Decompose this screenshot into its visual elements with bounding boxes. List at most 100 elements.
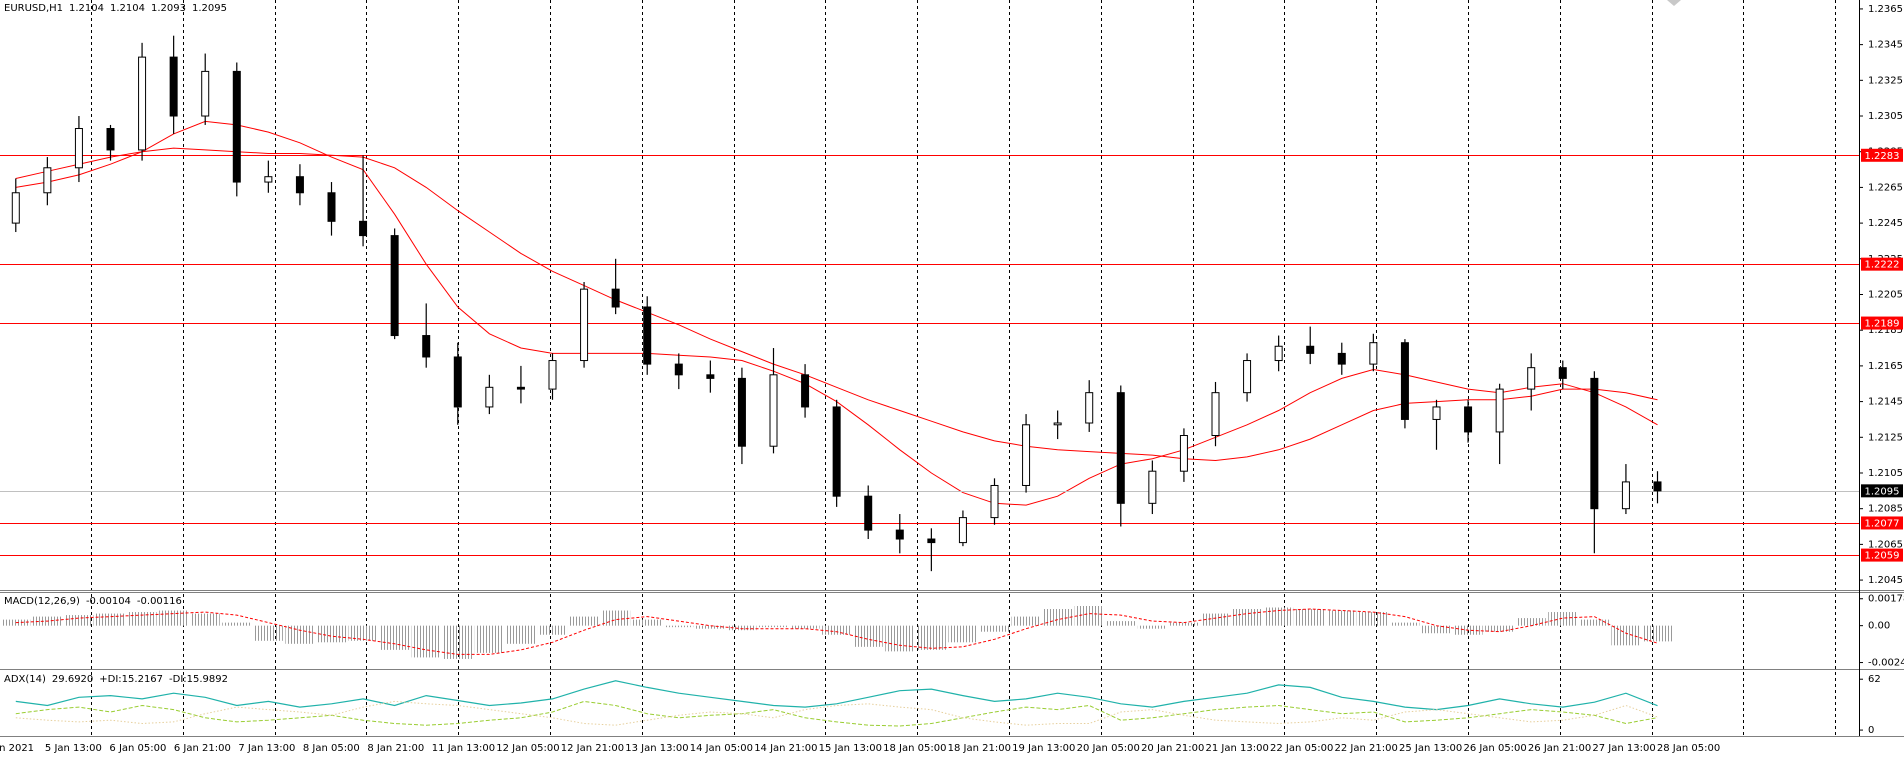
pane-title: EURUSD,H1 [4,3,63,14]
candle-body [1621,481,1630,510]
macd-bar [1642,625,1673,642]
candle-body [990,484,999,519]
pane-header: ADX(14) 29.6920 +DI:15.2167 -DI:15.9892 [4,674,228,685]
candle-body [43,167,52,194]
y-tick-label: 1.2185 [1868,325,1903,336]
x-tick-label: 28 Jan 05:00 [1657,743,1720,754]
level-label: 1.2222 [1865,260,1900,271]
y-tick-label: 1.2045 [1868,575,1903,586]
candle-body [1148,470,1157,504]
y-tick-label: 1.2065 [1868,539,1903,550]
macd-bar [1,619,31,626]
candle-body [1400,342,1409,420]
readout-value: -DI:15.9892 [169,674,228,685]
candle-body [138,56,147,151]
macd-bar [190,613,220,626]
scroll-marker [1667,0,1681,6]
candle-body [1306,345,1315,354]
pane-title: MACD(12,26,9) [4,596,80,607]
candle-body [832,406,841,497]
macd-bar [979,625,1010,632]
macd-bar [411,625,441,658]
candle-body [864,495,873,531]
candle-body [1085,392,1094,424]
x-tick-label: 19 Jan 13:00 [1012,743,1075,754]
candle-body [706,374,715,379]
price-label-box [1861,484,1903,498]
macd-bar [1579,619,1609,626]
x-tick-label: 20 Jan 21:00 [1141,743,1204,754]
candle-body [74,128,83,169]
macd-bar [885,625,915,652]
candle-body [485,386,494,408]
macd-bar [1548,612,1578,626]
candle-body [927,538,936,544]
y-tick-label: 1.2145 [1868,397,1903,408]
x-tick-label: 14 Jan 05:00 [690,743,753,754]
candle-body [232,70,241,183]
macd-bar [159,610,189,626]
x-tick-label: 26 Jan 21:00 [1528,743,1591,754]
candle-body [1464,406,1473,433]
indicator-line [15,700,1658,727]
candle-body [643,306,652,365]
x-tick-label: 26 Jan 05:00 [1463,743,1526,754]
macd-bar [64,615,94,626]
y-tick-label: 1.2305 [1868,111,1903,122]
macd-bar [285,625,315,644]
level-label: 1.2283 [1865,151,1900,162]
signal-line [15,608,1658,655]
x-tick-label: 20 Jan 05:00 [1077,743,1140,754]
macd-bar [632,619,662,626]
y-tick-label: 0.00178 [1868,594,1904,605]
macd-bar [727,625,757,631]
x-tick-label: 12 Jan 21:00 [561,743,624,754]
y-tick-label: 1.2345 [1868,40,1903,51]
macd-bar [569,616,599,626]
y-tick-label: 62 [1868,674,1881,685]
y-tick-label: 1.2125 [1868,432,1903,443]
candle-body [1022,424,1031,486]
candle-body [1274,345,1283,362]
x-tick-label: 6 Jan 05:00 [109,743,166,754]
candle-body [516,386,525,390]
macd-bar [1358,612,1388,626]
candle-body [359,220,368,237]
price-label: 1.2095 [1865,486,1900,497]
readout-value: -0.00104 [86,596,131,607]
macd-bar [1421,625,1452,634]
candle-body [958,517,967,544]
y-tick-label: 1.2245 [1868,218,1903,229]
macd-bar [348,625,378,641]
x-tick-label: 8 Jan 21:00 [367,743,424,754]
x-tick-label: 18 Jan 05:00 [883,743,946,754]
candle-body [1495,388,1504,433]
candle-body [11,192,20,224]
candle-body [169,56,178,117]
y-tick-label: 0.00 [1868,621,1890,632]
x-tick-label: 21 Jan 13:00 [1206,743,1269,754]
candle-body [895,529,904,540]
x-tick-label: 25 Jan 13:00 [1399,743,1462,754]
x-tick-label: 8 Jan 05:00 [303,743,360,754]
candle-body [1179,435,1188,472]
moving-average [15,147,1658,462]
x-tick-label: 12 Jan 05:00 [496,743,559,754]
candle-body [295,176,304,194]
readout-value: -0.00116 [137,596,182,607]
macd-bar [1390,622,1420,626]
level-label-box [1861,257,1903,271]
readout-value: 1.2104 [69,3,104,14]
candle-body [422,335,431,358]
macd-bar [1074,606,1104,626]
macd-bar [506,625,536,644]
level-label: 1.2077 [1865,518,1900,529]
candle-body [1211,392,1220,437]
x-tick-label: 7 Jan 13:00 [238,743,295,754]
candle-body [611,288,620,308]
macd-bar [790,625,820,629]
x-tick-label: 14 Jan 21:00 [754,743,817,754]
candle-body [580,288,589,362]
candle-body [201,70,210,117]
level-label-box [1861,148,1903,162]
